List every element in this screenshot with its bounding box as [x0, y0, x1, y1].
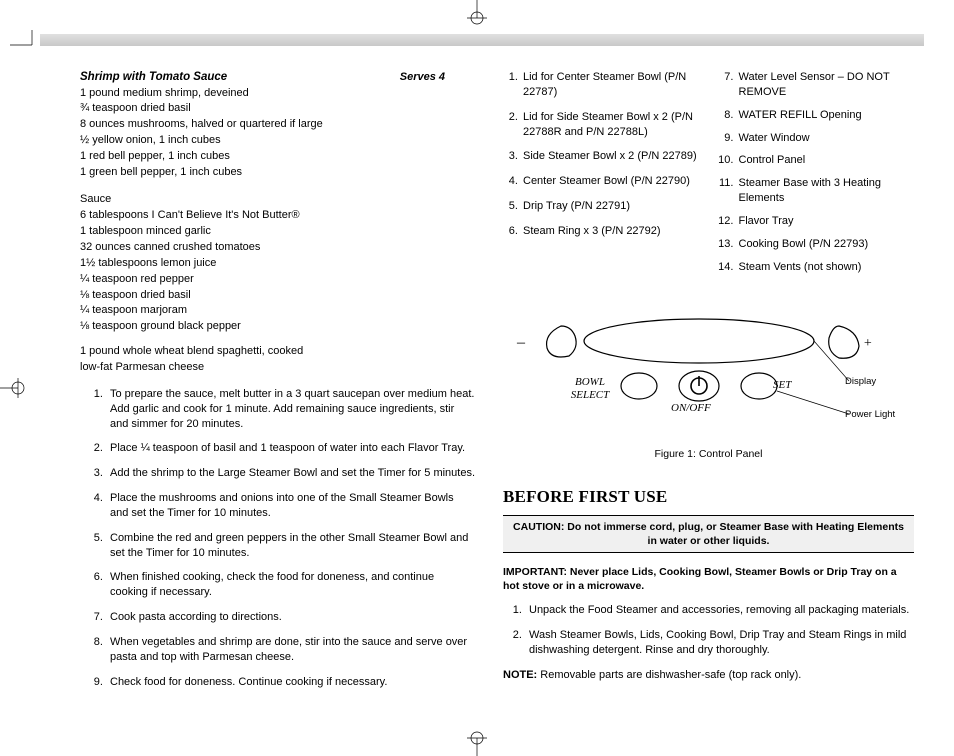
steps-item: Add the shrimp to the Large Steamer Bowl…	[106, 466, 475, 481]
sauce-item: 32 ounces canned crushed tomatoes	[80, 240, 475, 255]
parts1-item: Side Steamer Bowl x 2 (P/N 22789)	[521, 149, 699, 164]
header-bar	[40, 34, 924, 46]
ingredients-item: 1 red bell pepper, 1 inch cubes	[80, 149, 475, 164]
crop-mark-top	[455, 0, 499, 26]
steps-item: When finished cooking, check the food fo…	[106, 570, 475, 600]
steps-item: Check food for doneness. Continue cookin…	[106, 675, 475, 690]
before-steps: Unpack the Food Steamer and accessories,…	[503, 603, 914, 658]
steps-item: When vegetables and shrimp are done, sti…	[106, 635, 475, 665]
steps-item: Cook pasta according to directions.	[106, 610, 475, 625]
bowl-select-label: BOWL SELECT	[565, 376, 615, 400]
sauce-item: ¼ teaspoon marjoram	[80, 303, 475, 318]
important-text: IMPORTANT: Never place Lids, Cooking Bow…	[503, 565, 914, 593]
unpack-item: Wash Steamer Bowls, Lids, Cooking Bowl, …	[525, 628, 914, 658]
onoff-label: ON/OFF	[671, 402, 711, 414]
sauce-item: ⅛ teaspoon dried basil	[80, 288, 475, 303]
crop-mark-left	[0, 366, 26, 410]
display-label: Display	[845, 376, 876, 389]
parts2-item: WATER REFILL Opening	[737, 108, 915, 123]
sauce-item: ⅛ teaspoon ground black pepper	[80, 319, 475, 334]
parts1-item: Center Steamer Bowl (P/N 22790)	[521, 174, 699, 189]
parts1-item: Drip Tray (P/N 22791)	[521, 199, 699, 214]
crop-corner	[10, 30, 40, 60]
set-label: SET	[773, 379, 791, 391]
right-column: Lid for Center Steamer Bowl (P/N 22787) L…	[503, 70, 914, 716]
note: NOTE: Removable parts are dishwasher-saf…	[503, 668, 914, 683]
unpack-item: Unpack the Food Steamer and accessories,…	[525, 603, 914, 618]
sauce-item: ¼ teaspoon red pepper	[80, 272, 475, 287]
recipe-serves: Serves 4	[400, 70, 445, 85]
extra-list: 1 pound whole wheat blend spaghetti, coo…	[80, 344, 475, 375]
note-label: NOTE:	[503, 669, 537, 681]
extra-item: low-fat Parmesan cheese	[80, 360, 475, 375]
power-light-label: Power Light	[845, 409, 895, 422]
note-text: Removable parts are dishwasher-safe (top…	[537, 669, 801, 681]
parts-col-2: Water Level Sensor – DO NOT REMOVE WATER …	[719, 70, 915, 282]
recipe-title: Shrimp with Tomato Sauce	[80, 71, 227, 83]
parts1-item: Lid for Center Steamer Bowl (P/N 22787)	[521, 70, 699, 100]
parts1-item: Steam Ring x 3 (P/N 22792)	[521, 224, 699, 239]
figure-caption: Figure 1: Control Panel	[503, 447, 914, 461]
sauce-heading: Sauce	[80, 192, 475, 207]
parts2-item: Control Panel	[737, 153, 915, 168]
parts2-item: Steamer Base with 3 Heating Elements	[737, 176, 915, 206]
sauce-list: 6 tablespoons I Can't Believe It's Not B…	[80, 208, 475, 334]
ingredients-item: 8 ounces mushrooms, halved or quartered …	[80, 117, 475, 132]
parts2-item: Flavor Tray	[737, 214, 915, 229]
parts2-item: Cooking Bowl (P/N 22793)	[737, 237, 915, 252]
parts-list: Lid for Center Steamer Bowl (P/N 22787) L…	[503, 70, 914, 282]
crop-mark-bottom	[455, 730, 499, 756]
steps-item: Place ¼ teaspoon of basil and 1 teaspoon…	[106, 441, 475, 456]
caution-box: CAUTION: Do not immerse cord, plug, or S…	[503, 515, 914, 553]
sauce-item: 1 tablespoon minced garlic	[80, 224, 475, 239]
ingredients-item: ¾ teaspoon dried basil	[80, 101, 475, 116]
before-first-use-heading: BEFORE FIRST USE	[503, 486, 914, 509]
steps-item: To prepare the sauce, melt butter in a 3…	[106, 387, 475, 432]
parts2-item: Water Window	[737, 131, 915, 146]
recipe-column: Shrimp with Tomato Sauce Serves 4 1 poun…	[80, 70, 475, 716]
ingredients-item: 1 pound medium shrimp, deveined	[80, 86, 475, 101]
ingredients-item: ½ yellow onion, 1 inch cubes	[80, 133, 475, 148]
plus-label: +	[863, 336, 872, 351]
sauce-item: 6 tablespoons I Can't Believe It's Not B…	[80, 208, 475, 223]
minus-label: –	[517, 334, 525, 352]
parts-col-1: Lid for Center Steamer Bowl (P/N 22787) L…	[503, 70, 699, 282]
control-panel-figure: – + BOWL SELECT SET ON/OFF Display Power…	[503, 306, 914, 441]
parts1-item: Lid for Side Steamer Bowl x 2 (P/N 22788…	[521, 110, 699, 140]
ingredients-item: 1 green bell pepper, 1 inch cubes	[80, 165, 475, 180]
ingredients-list: 1 pound medium shrimp, deveined¾ teaspoo…	[80, 86, 475, 180]
steps-item: Place the mushrooms and onions into one …	[106, 491, 475, 521]
parts2-item: Steam Vents (not shown)	[737, 260, 915, 275]
parts2-item: Water Level Sensor – DO NOT REMOVE	[737, 70, 915, 100]
steps-item: Combine the red and green peppers in the…	[106, 531, 475, 561]
sauce-item: 1½ tablespoons lemon juice	[80, 256, 475, 271]
extra-item: 1 pound whole wheat blend spaghetti, coo…	[80, 344, 475, 359]
recipe-steps: To prepare the sauce, melt butter in a 3…	[80, 387, 475, 690]
